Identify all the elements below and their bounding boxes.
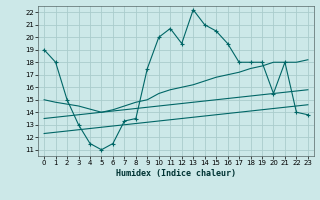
X-axis label: Humidex (Indice chaleur): Humidex (Indice chaleur) — [116, 169, 236, 178]
